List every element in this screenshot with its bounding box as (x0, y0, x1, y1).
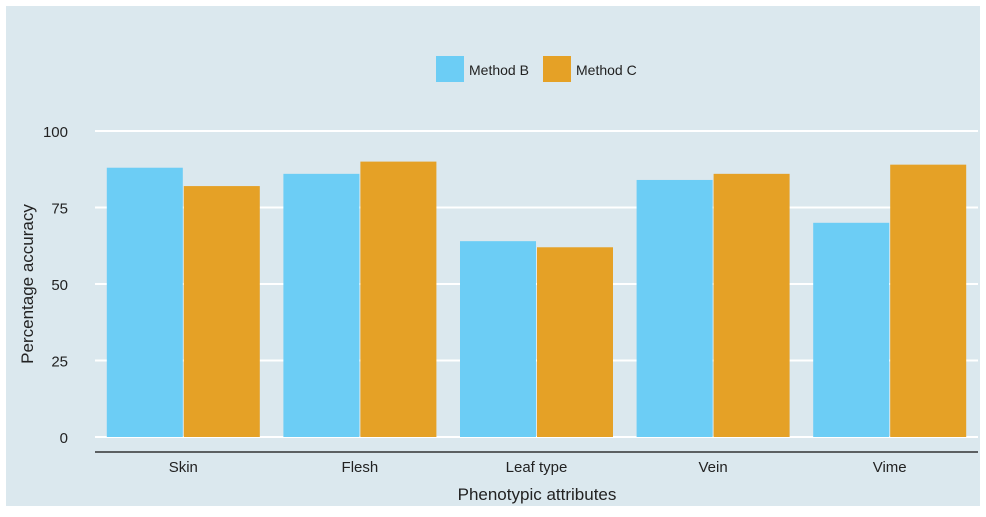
legend: Method B Method C (436, 56, 637, 82)
y-tick-labels: 0 25 50 75 100 (43, 124, 68, 447)
legend-swatch-method-c (543, 56, 571, 82)
bar-method-c-vein (713, 173, 790, 437)
legend-label-method-b: Method B (469, 62, 529, 78)
x-axis-title: Phenotypic attributes (458, 485, 617, 504)
bar-method-c-skin (183, 186, 260, 437)
legend-swatch-method-b (436, 56, 464, 82)
x-tick-label-leaf-type: Leaf type (506, 459, 568, 476)
bar-method-b-skin (106, 167, 183, 437)
bar-method-c-flesh (360, 161, 437, 437)
x-tick-label-skin: Skin (169, 459, 198, 476)
x-tick-label-vime: Vime (873, 459, 907, 476)
bar-method-b-vime (813, 222, 890, 437)
x-tick-label-vein: Vein (698, 459, 727, 476)
bar-method-c-vime (890, 164, 967, 437)
y-tick-label-100: 100 (43, 124, 68, 141)
y-tick-label-25: 25 (51, 354, 68, 371)
y-axis-title: Percentage accuracy (18, 204, 37, 364)
y-tick-label-75: 75 (51, 201, 68, 218)
x-tick-labels: Skin Flesh Leaf type Vein Vime (169, 459, 907, 476)
bar-method-b-leaf-type (460, 241, 536, 437)
x-tick-label-flesh: Flesh (342, 459, 379, 476)
bar-method-b-flesh (283, 173, 360, 437)
legend-label-method-c: Method C (576, 62, 637, 78)
bars (106, 161, 967, 437)
y-tick-label-0: 0 (60, 430, 68, 447)
y-tick-label-50: 50 (51, 277, 68, 294)
bar-method-c-leaf-type (537, 247, 613, 437)
bar-method-b-vein (636, 179, 713, 437)
